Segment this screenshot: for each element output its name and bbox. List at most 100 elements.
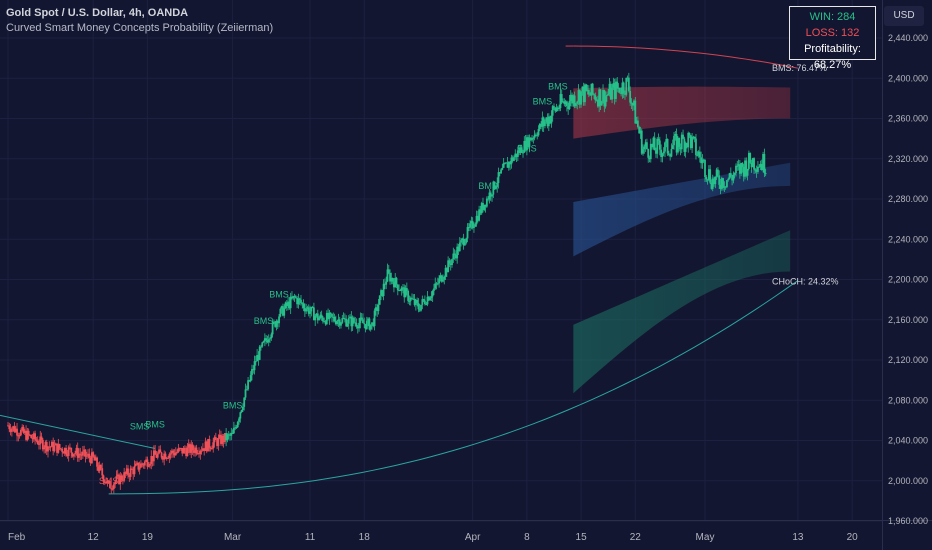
candle <box>644 142 647 147</box>
candle <box>470 221 473 224</box>
candle <box>665 138 668 143</box>
candle <box>186 447 189 457</box>
candle <box>98 465 101 471</box>
candle <box>675 134 678 153</box>
candle <box>458 242 461 252</box>
y-tick-label: 2,440.000 <box>888 33 928 43</box>
choch-curve <box>108 280 799 495</box>
candle <box>413 298 416 305</box>
candle <box>529 137 532 141</box>
candle <box>719 184 722 189</box>
candle <box>536 135 539 137</box>
candle <box>63 447 66 454</box>
candle <box>107 480 110 482</box>
candle <box>688 132 691 136</box>
structure-label: BMS <box>223 400 243 410</box>
candle <box>582 86 585 103</box>
candle <box>97 466 100 471</box>
candle <box>94 457 97 461</box>
candle <box>12 426 15 429</box>
candle <box>303 307 306 312</box>
candle <box>106 480 109 484</box>
candle <box>634 100 637 124</box>
bms-probability-label: BMS: 76.47% <box>772 63 827 73</box>
candle <box>196 453 199 455</box>
candle <box>409 297 412 301</box>
candle <box>418 309 421 311</box>
candle <box>239 412 242 419</box>
candle <box>161 457 164 460</box>
candle <box>38 444 40 446</box>
candle <box>112 484 115 489</box>
candle <box>577 90 580 102</box>
candle <box>435 283 438 285</box>
candle <box>764 173 767 175</box>
candle <box>478 209 481 221</box>
candle <box>402 287 404 289</box>
candle <box>208 439 211 448</box>
candle <box>302 303 305 308</box>
x-tick-label: Mar <box>224 532 242 543</box>
candle <box>600 101 603 106</box>
candle <box>285 302 288 307</box>
candle <box>741 162 744 168</box>
candle <box>353 317 355 323</box>
y-tick-label: 2,280.000 <box>888 194 928 204</box>
candle <box>56 443 58 453</box>
candle <box>647 149 650 158</box>
candle <box>722 178 724 188</box>
candle <box>525 137 528 150</box>
loss-count: LOSS: 132 <box>805 27 860 39</box>
candle <box>169 453 172 455</box>
candle <box>624 93 626 95</box>
candle <box>687 132 690 148</box>
y-tick-label: 2,120.000 <box>888 355 928 365</box>
candle <box>52 441 55 452</box>
currency-button[interactable]: USD <box>884 6 924 26</box>
candle <box>556 107 559 110</box>
candle <box>497 172 500 184</box>
candle <box>750 162 753 168</box>
candle <box>181 448 184 454</box>
candle <box>660 149 663 158</box>
candle <box>189 444 191 453</box>
candle <box>75 447 78 454</box>
candle <box>288 301 291 309</box>
candle <box>504 163 506 165</box>
candle <box>298 298 301 300</box>
candle <box>358 322 360 329</box>
candle <box>595 99 598 101</box>
candle <box>72 454 75 457</box>
candle <box>728 173 731 179</box>
candle <box>109 480 111 489</box>
candle <box>629 90 632 103</box>
candle <box>726 180 728 187</box>
candle <box>100 465 102 469</box>
candle <box>297 298 300 305</box>
candle <box>698 151 701 158</box>
candle <box>653 137 656 151</box>
candle <box>416 299 419 304</box>
candle <box>365 320 368 329</box>
candle <box>207 439 209 452</box>
candle <box>229 434 231 436</box>
candle <box>120 475 123 481</box>
candle <box>586 89 589 91</box>
candle <box>581 86 584 92</box>
candle <box>222 435 225 443</box>
candle <box>301 303 304 305</box>
candle <box>378 295 381 305</box>
candle <box>412 298 415 300</box>
candle <box>155 454 158 458</box>
candle <box>292 295 295 299</box>
candle <box>23 430 26 433</box>
candle <box>758 166 761 168</box>
candle <box>465 238 468 243</box>
candle <box>248 380 251 382</box>
candle <box>300 299 302 304</box>
candle <box>452 253 455 260</box>
candle <box>411 297 413 299</box>
candle <box>520 147 523 153</box>
candle <box>36 440 39 445</box>
